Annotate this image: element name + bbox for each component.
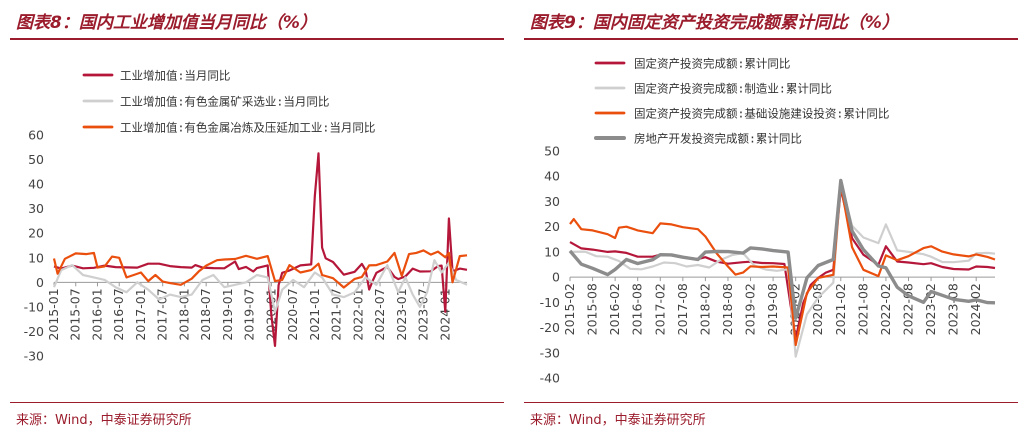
x-tick-label: 2021-07 — [329, 288, 344, 340]
x-tick-label: 2022-07 — [372, 288, 387, 340]
chart-industrial-output: 工业增加值:当月同比工业增加值:有色金属矿采选业:当月同比工业增加值:有色金属冶… — [24, 69, 468, 364]
legend-label: 工业增加值:当月同比 — [120, 69, 230, 83]
y-tick-label: 50 — [28, 152, 44, 167]
y-tick-label: -10 — [24, 299, 44, 314]
chart-fixed-asset-investment: 固定资产投资完成额:累计同比固定资产投资完成额:制造业:累计同比固定资产投资完成… — [540, 57, 996, 386]
legend-label: 固定资产投资完成额:基础设施建设投资:累计同比 — [634, 107, 889, 121]
x-tick-label: 2015-01 — [46, 288, 61, 340]
y-tick-label: -20 — [24, 324, 44, 339]
figure-title: 图表9：国内固定资产投资完成额累计同比（%） — [530, 13, 899, 33]
source-divider — [10, 402, 504, 403]
y-tick-label: -30 — [24, 349, 44, 364]
x-tick-label: 2019-08 — [765, 283, 780, 335]
y-tick-label: 40 — [544, 169, 560, 184]
x-tick-label: 2016-01 — [89, 288, 104, 340]
series-line — [569, 183, 996, 347]
y-tick-label: 10 — [28, 250, 44, 265]
x-tick-label: 2024-01 — [437, 288, 452, 340]
legend-label: 固定资产投资完成额:累计同比 — [634, 57, 790, 71]
series-line — [53, 152, 468, 347]
x-tick-label: 2018-01 — [176, 288, 191, 340]
x-tick-label: 2017-08 — [675, 283, 690, 335]
title-divider — [524, 38, 1018, 40]
x-tick-label: 2016-07 — [111, 288, 126, 340]
y-tick-label: 30 — [28, 201, 44, 216]
x-tick-label: 2020-08 — [810, 283, 825, 335]
x-tick-label: 2019-02 — [743, 283, 758, 335]
figure-title: 图表8：国内工业增加值当月同比（%） — [16, 13, 317, 33]
x-tick-label: 2023-08 — [946, 283, 961, 335]
source-note: 来源：Wind，中泰证券研究所 — [16, 413, 192, 428]
x-tick-label: 2020-07 — [285, 288, 300, 340]
y-tick-label: 50 — [544, 144, 560, 159]
x-tick-label: 2023-07 — [416, 288, 431, 340]
x-tick-label: 2018-08 — [720, 283, 735, 335]
x-tick-label: 2015-07 — [68, 288, 83, 340]
y-tick-label: 60 — [28, 128, 44, 143]
y-tick-label: -40 — [540, 371, 560, 386]
source-divider — [524, 402, 1018, 403]
series-line — [568, 178, 996, 320]
legend-label: 房地产开发投资完成额:累计同比 — [634, 132, 802, 146]
y-tick-label: -10 — [540, 295, 560, 310]
x-tick-label: 2022-02 — [878, 283, 893, 335]
x-tick-label: 2021-02 — [833, 283, 848, 335]
x-tick-label: 2017-01 — [133, 288, 148, 340]
y-tick-label: 20 — [544, 219, 560, 234]
y-tick-label: 0 — [552, 270, 560, 285]
x-tick-label: 2018-02 — [697, 283, 712, 335]
x-tick-label: 2021-08 — [855, 283, 870, 335]
legend-label: 工业增加值:有色金属冶炼及压延加工业:当月同比 — [120, 121, 375, 135]
y-tick-label: -20 — [540, 320, 560, 335]
y-tick-label: 0 — [36, 275, 44, 290]
y-tick-label: 40 — [28, 177, 44, 192]
x-tick-label: 2015-08 — [585, 283, 600, 335]
x-tick-label: 2017-07 — [155, 288, 170, 340]
series-line — [52, 249, 468, 289]
title-divider — [10, 38, 504, 40]
x-tick-label: 2024-02 — [968, 283, 983, 335]
y-tick-label: 30 — [544, 194, 560, 209]
panel-fixed-asset-investment: 图表9：国内固定资产投资完成额累计同比（%） 固定资产投资完成额:累计同比 固定资… — [514, 0, 1028, 432]
legend-label: 工业增加值:有色金属矿采选业:当月同比 — [120, 95, 329, 109]
x-tick-label: 2015-02 — [562, 283, 577, 335]
series-line — [52, 259, 468, 313]
panel-industrial-output: 图表8：国内工业增加值当月同比（%） 工业增加值:当月同比工业增加值:有色金属矿… — [10, 13, 504, 428]
y-tick-label: 10 — [544, 244, 560, 259]
legend-label: 固定资产投资完成额:制造业:累计同比 — [634, 82, 832, 96]
y-tick-label: 20 — [28, 226, 44, 241]
x-tick-label: 2019-01 — [220, 288, 235, 340]
x-tick-label: 2018-07 — [198, 288, 213, 340]
x-tick-label: 2023-01 — [394, 288, 409, 340]
x-tick-label: 2017-02 — [652, 283, 667, 335]
source-note: 来源：Wind，中泰证券研究所 — [530, 413, 706, 428]
y-tick-label: -30 — [540, 345, 560, 360]
x-tick-label: 2021-01 — [307, 288, 322, 340]
x-tick-label: 2016-08 — [630, 283, 645, 335]
x-tick-label: 2022-01 — [350, 288, 365, 340]
x-tick-label: 2016-02 — [607, 283, 622, 335]
x-tick-label: 2019-07 — [242, 288, 257, 340]
